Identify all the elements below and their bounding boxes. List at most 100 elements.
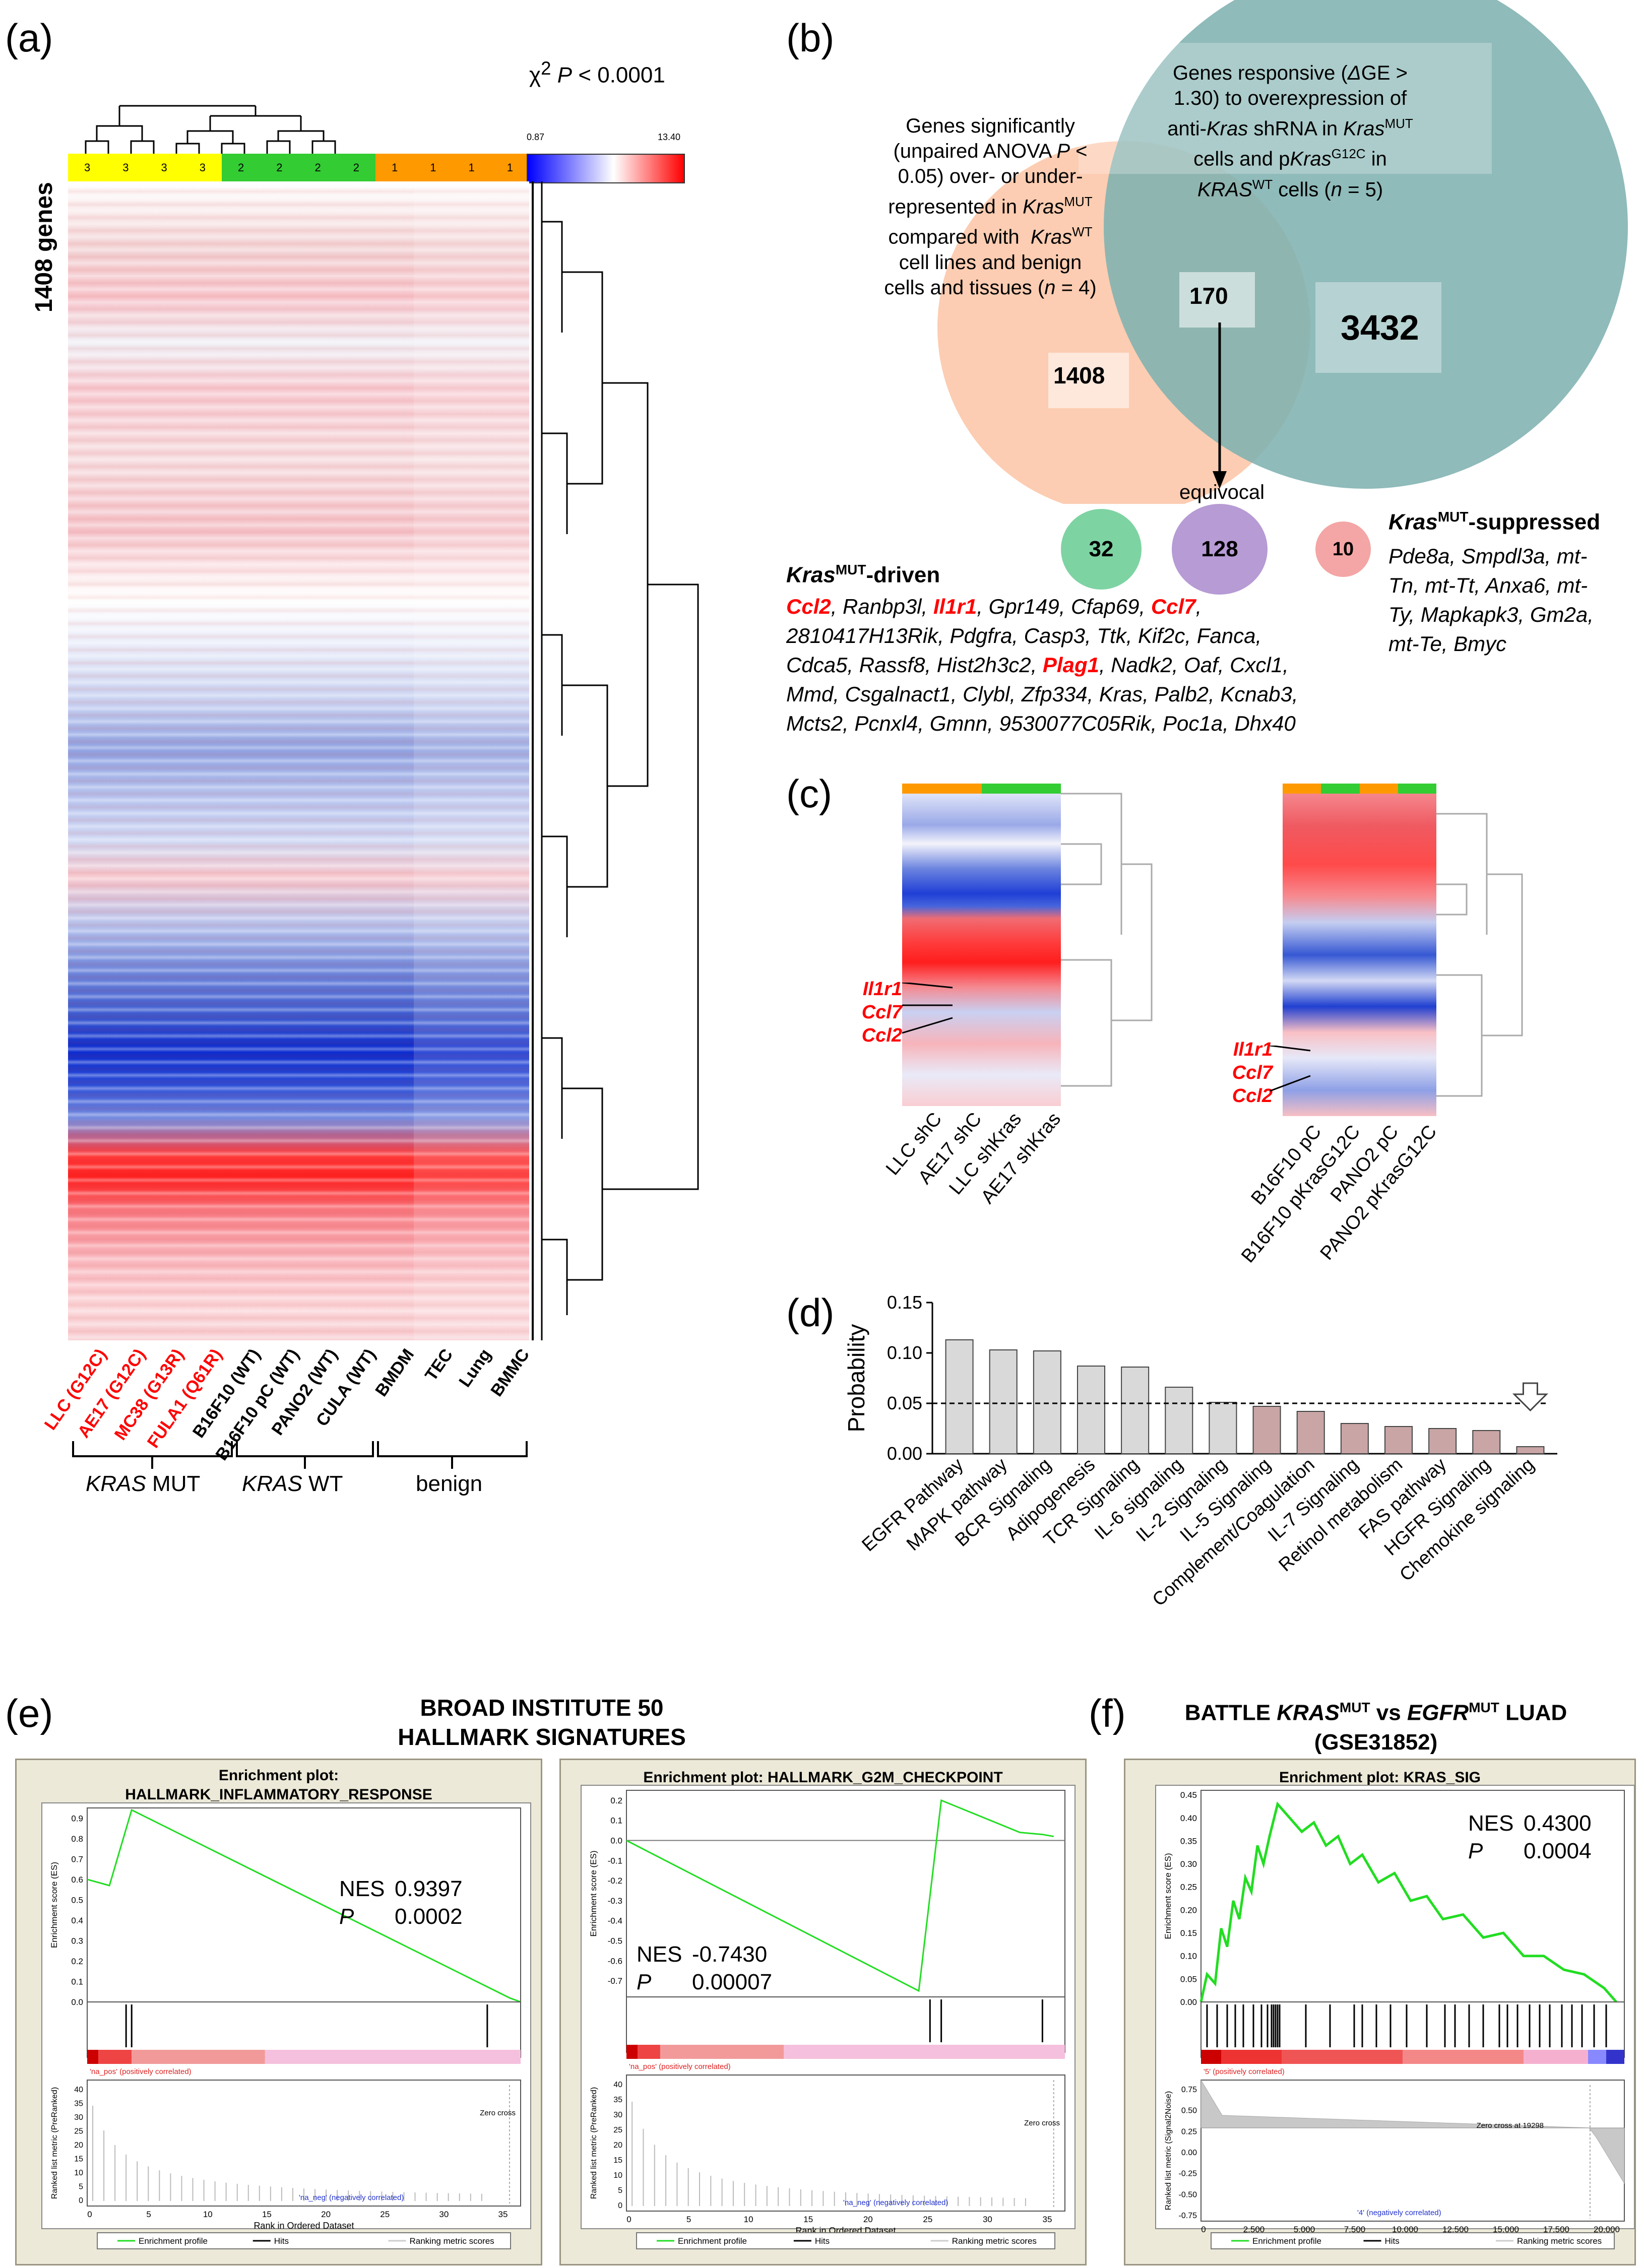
legend-label: Ranking metric scores: [952, 2236, 1037, 2246]
es-y-tick: 0.00: [1180, 1997, 1197, 2007]
panel-f-header: BATTLE KRASMUT vs EGFRMUT LUAD (GSE31852…: [1124, 1693, 1628, 1757]
cluster-2-bar: 2 2 2 2: [222, 154, 375, 181]
sample-label: Lung: [455, 1345, 495, 1391]
driven-line-3: Cdca5, Rassf8, Hist2h3c2, Plag1, Nadk2, …: [786, 651, 1298, 680]
e-header-line2: HALLMARK SIGNATURES: [398, 1724, 686, 1750]
c-left-heatmap: [902, 794, 1061, 1106]
genes-count-label: 1408 genes: [30, 182, 58, 312]
gsea-plot-1: Enrichment plot: HALLMARK_INFLAMMATORY_R…: [15, 1759, 542, 2265]
es-y-tick: 0.1: [71, 1977, 83, 1986]
x-tick: 15,000: [1493, 2225, 1519, 2234]
cluster-1-bar: 1 1 1 1: [375, 154, 529, 181]
gsea2-title: Enrichment plot: HALLMARK_G2M_CHECKPOINT: [643, 1769, 1003, 1786]
left-line-4: represented in KrasMUT: [888, 194, 1093, 218]
es-y-tick: 0.9: [71, 1813, 83, 1823]
venn-diagram: [937, 0, 1628, 504]
scale-min: 0.87: [527, 132, 545, 142]
gene-plag1: Plag1: [1042, 653, 1099, 677]
es-y-tick: 0.7: [71, 1854, 83, 1864]
legend-label: Hits: [274, 2236, 289, 2246]
rank-band: [638, 2045, 660, 2059]
metric-y-tick: 15: [74, 2155, 83, 2164]
x-tick: 15: [803, 2215, 813, 2224]
x-tick: 10,000: [1392, 2225, 1418, 2234]
p-value: 0.0002: [395, 1904, 463, 1929]
es-y-tick: 0.45: [1180, 1790, 1197, 1800]
pos-label: 'na_pos' (positively correlated): [629, 2062, 731, 2071]
d-bar: [945, 1339, 974, 1454]
n-right: 3432: [1341, 308, 1419, 347]
kras-text: KRAS: [86, 1471, 146, 1496]
metric-y-tick: 20: [74, 2141, 83, 2150]
zero-cross-label: Zero cross: [480, 2109, 516, 2117]
gene-text: Cdca5, Rassf8, Hist2h3c2,: [786, 653, 1043, 677]
gene-text: , Nadk2, Oaf, Cxcl1,: [1099, 653, 1289, 677]
cluster-label: 2: [238, 161, 244, 174]
right-line-1: Genes responsive (ΔGE >: [1173, 62, 1408, 84]
p-label: P: [1468, 1839, 1483, 1863]
legend-label: Enrichment profile: [1252, 2236, 1321, 2246]
driven-line-2: 2810417H13Rik, Pdgfra, Casp3, Ttk, Kif2c…: [786, 624, 1262, 647]
metric-y-tick: 25: [613, 2126, 622, 2134]
driven-line-5: Mcts2, Pcnxl4, Gmnn, 9530077C05Rik, Poc1…: [786, 711, 1296, 735]
genes-count-text: 1408 genes: [31, 182, 57, 312]
es-y-tick: -0.4: [608, 1916, 622, 1926]
cluster-label: 1: [468, 161, 475, 174]
left-line-2: (unpaired ANOVA P <: [893, 140, 1088, 162]
rank-band: [784, 2045, 1065, 2059]
pos-label: 'na_pos' (positively correlated): [90, 2067, 192, 2076]
gene-text: ,: [1195, 595, 1202, 618]
legend-box: [97, 2232, 511, 2249]
metric-y-tick: 0: [618, 2201, 622, 2210]
cluster-label: 1: [430, 161, 436, 174]
x-tick: 5: [686, 2215, 691, 2224]
es-y-tick: 0.1: [610, 1816, 622, 1826]
x-tick: 17,500: [1543, 2225, 1569, 2234]
cluster-label: 3: [161, 161, 167, 174]
equivocal-label: equivocal: [1179, 481, 1265, 503]
right-line-3: anti-Kras shRNA in KrasMUT: [1167, 116, 1413, 140]
metric-area-fill: [1200, 2079, 1625, 2184]
suppressed-count-circle: 10: [1315, 522, 1371, 577]
suppressed-gene-line: mt-Te, Bmyc: [1388, 632, 1507, 656]
metric-y-tick: 0.75: [1181, 2086, 1197, 2094]
driven-count: 32: [1089, 537, 1114, 561]
c-right-heatmap: [1283, 794, 1436, 1116]
f-header-sup: MUT: [1469, 1700, 1499, 1715]
metric-area: [87, 2080, 521, 2207]
rank-band: [626, 2045, 638, 2059]
n-left-bg: [1048, 353, 1129, 408]
zero-cross-label: Zero cross: [1024, 2119, 1060, 2127]
gsea3-svg: 0.45 0.40 0.35 0.30 0.25 0.20 0.15 0.10 0.05 0.00…: [1155, 1785, 1634, 2249]
es-y-label: Enrichment score (ES): [49, 1862, 59, 1948]
d-bar: [1077, 1366, 1106, 1454]
legend-box: [1211, 2232, 1615, 2249]
c-left-pointers: [902, 983, 953, 1034]
driven-suffix: -driven: [866, 562, 940, 588]
metric-y-tick: 40: [613, 2081, 622, 2089]
gsea-plot-2: Enrichment plot: HALLMARK_G2M_CHECKPOINT…: [559, 1759, 1087, 2265]
metric-y-tick: -0.75: [1179, 2212, 1197, 2220]
x-tick: 20: [863, 2215, 873, 2224]
cluster-label: 3: [122, 161, 129, 174]
right-label-bg: [1079, 43, 1492, 174]
es-curve: [626, 1799, 1054, 1992]
f-header-kras: KRAS: [1277, 1700, 1340, 1725]
rank-band: [1524, 2050, 1588, 2064]
group-benign: benign: [416, 1471, 483, 1496]
e-header-line1: BROAD INSTITUTE 50: [420, 1695, 664, 1721]
metric-y-label: Ranked list metric (PreRanked): [590, 2087, 598, 2199]
x-tick: 30: [983, 2215, 992, 2224]
gsea1-title: Enrichment plot: HALLMARK_INFLAMMATORY_R…: [17, 1766, 541, 1804]
metric-y-tick: 25: [74, 2127, 83, 2136]
nes-label: NES: [1468, 1811, 1513, 1836]
cluster-label: 3: [199, 161, 206, 174]
legend-label: Enrichment profile: [678, 2236, 747, 2246]
suppressed-count: 10: [1332, 538, 1354, 560]
gene-il1r1: Il1r1: [933, 595, 977, 618]
rank-band: [660, 2045, 784, 2059]
d-bar: [989, 1349, 1018, 1454]
metric-y-tick: 5: [618, 2186, 622, 2195]
rank-band: [132, 2050, 265, 2064]
left-line-5: compared with KrasWT: [888, 224, 1093, 248]
